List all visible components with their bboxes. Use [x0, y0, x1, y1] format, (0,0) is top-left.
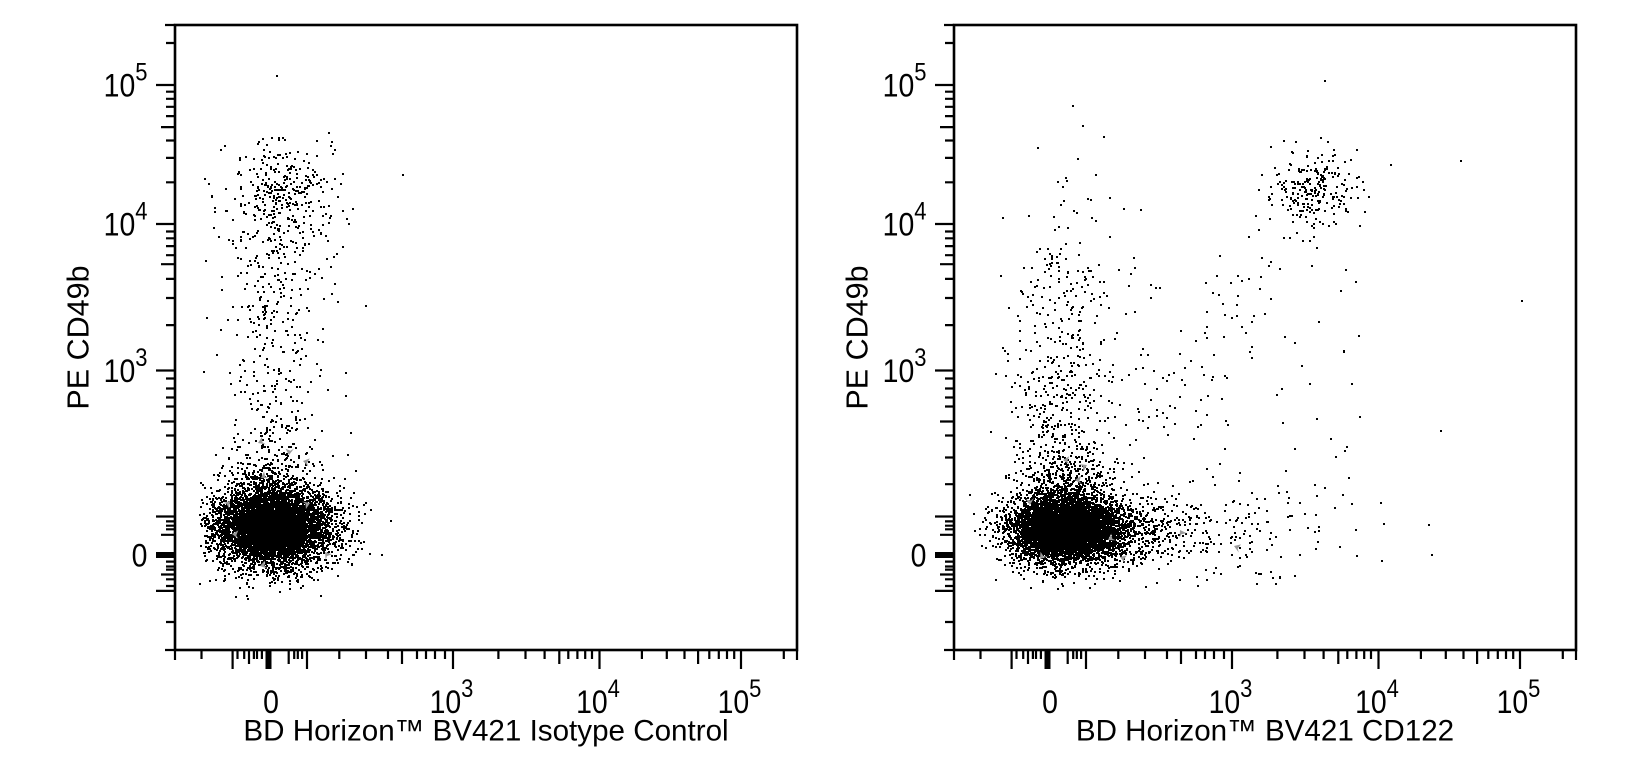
svg-text:PE CD49b: PE CD49b	[62, 265, 96, 409]
svg-text:0: 0	[132, 538, 148, 574]
svg-text:BD Horizon™ BV421 Isotype Cont: BD Horizon™ BV421 Isotype Control	[243, 715, 728, 748]
svg-text:0: 0	[911, 538, 927, 574]
svg-text:0: 0	[263, 684, 279, 720]
svg-text:0: 0	[1042, 684, 1058, 720]
svg-text:BD Horizon™ BV421 CD122: BD Horizon™ BV421 CD122	[1076, 715, 1454, 748]
svg-text:PE CD49b: PE CD49b	[841, 265, 875, 409]
